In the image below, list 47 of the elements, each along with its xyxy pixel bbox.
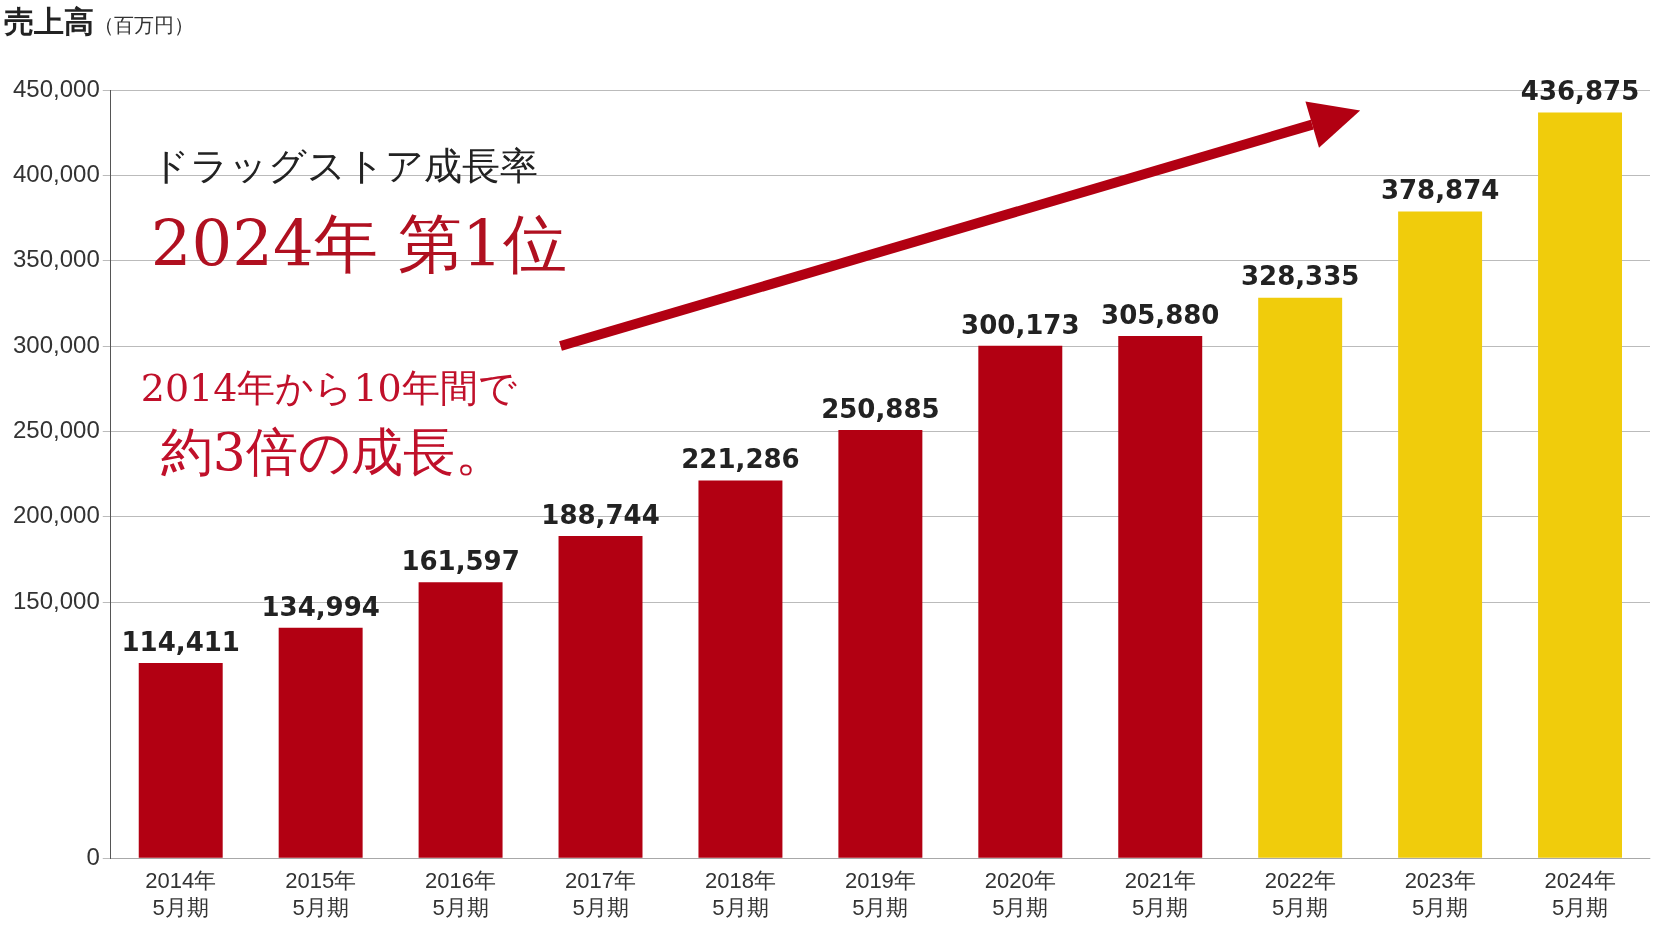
chart-title: 売上高 (4, 4, 94, 39)
y-tick-label: 150,000 (12, 586, 100, 614)
data-label: 305,880 (1101, 299, 1220, 330)
annotation: ドラッグストア成長率 (150, 143, 538, 191)
bar (1258, 297, 1343, 858)
y-tick-label: 350,000 (12, 245, 100, 273)
chart-subtitle: （百万円） (94, 13, 194, 37)
data-label: 250,885 (821, 393, 940, 424)
x-tick-label: 2023年 5月期 (1404, 868, 1476, 920)
bar (418, 582, 503, 858)
x-tick-label: 2021年 5月期 (1124, 868, 1196, 920)
data-label: 188,744 (541, 499, 660, 530)
bar (1398, 211, 1483, 858)
bar (558, 535, 643, 858)
x-tick-label: 2016年 5月期 (425, 868, 497, 920)
data-label: 221,286 (681, 444, 800, 475)
y-tick-label: 200,000 (12, 501, 100, 529)
y-tick-label: 300,000 (12, 330, 100, 358)
x-tick-label: 2017年 5月期 (565, 868, 636, 920)
bar (138, 662, 223, 858)
data-label: 436,875 (1520, 76, 1640, 107)
data-label: 114,411 (121, 626, 240, 657)
y-tick-label: 450,000 (12, 74, 100, 102)
x-tick-label: 2022年 5月期 (1264, 868, 1336, 920)
annotation: 2024年 第1位 (150, 205, 567, 283)
bar (978, 345, 1063, 858)
bar (278, 627, 363, 858)
y-tick-label: 400,000 (12, 159, 100, 187)
bar (1118, 336, 1203, 858)
x-tick-label: 2018年 5月期 (704, 868, 776, 920)
y-tick-label: 0 (86, 842, 100, 870)
x-tick-label: 2020年 5月期 (984, 868, 1056, 920)
data-label: 378,874 (1380, 175, 1500, 206)
annotation: 2014年から10年間で (140, 365, 517, 413)
data-label: 300,173 (961, 309, 1080, 340)
x-tick-label: 2014年 5月期 (145, 868, 217, 920)
bar (698, 480, 783, 858)
data-label: 134,994 (261, 591, 380, 622)
data-label: 161,597 (401, 546, 520, 577)
bar (838, 429, 923, 858)
annotation: 約3倍の成長。 (160, 420, 507, 484)
data-label: 328,335 (1240, 261, 1360, 292)
x-tick-label: 2015年 5月期 (285, 868, 357, 920)
bar (1538, 112, 1623, 858)
x-tick-label: 2024年 5月期 (1544, 868, 1616, 920)
x-tick-label: 2019年 5月期 (844, 868, 916, 920)
y-tick-label: 250,000 (12, 416, 100, 444)
